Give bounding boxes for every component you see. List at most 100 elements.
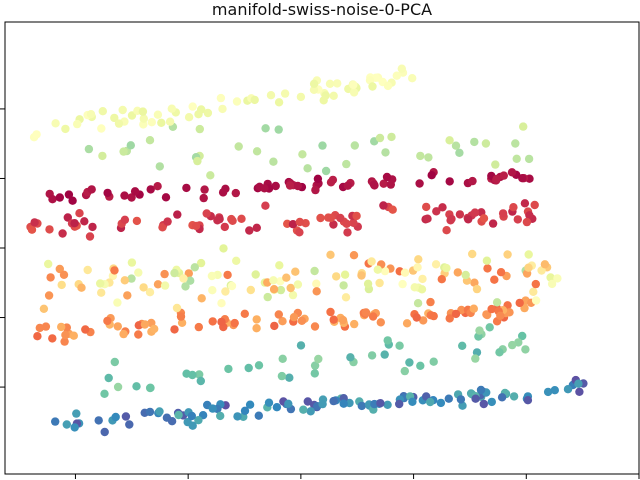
scatter-point <box>219 244 228 253</box>
scatter-point <box>413 299 423 308</box>
scatter-point <box>272 403 282 412</box>
scatter-point <box>423 214 432 223</box>
scatter-point <box>383 400 392 409</box>
scatter-point <box>507 168 517 177</box>
axis-ticks <box>0 108 640 479</box>
scatter-point <box>508 340 517 350</box>
scatter-point <box>357 401 366 411</box>
scatter-point <box>417 285 427 294</box>
scatter-point <box>509 203 518 212</box>
scatter-point <box>213 216 222 225</box>
scatter-point <box>321 166 331 176</box>
scatter-point <box>73 119 82 129</box>
scatter-point <box>375 133 385 143</box>
scatter-point <box>531 279 540 289</box>
scatter-point <box>196 258 206 268</box>
scatter-point <box>519 122 528 131</box>
scatter-point <box>194 416 203 425</box>
scatter-point <box>223 270 232 280</box>
scatter-point <box>271 181 280 191</box>
scatter-point <box>350 141 359 150</box>
scatter-point <box>98 151 107 161</box>
scatter-point <box>179 274 188 283</box>
scatter-point <box>515 298 524 308</box>
scatter-point <box>153 280 163 289</box>
scatter-point <box>442 263 451 273</box>
scatter-point <box>202 209 211 218</box>
scatter-point <box>458 401 467 410</box>
scatter-point <box>123 291 132 300</box>
scatter-point <box>357 271 366 280</box>
scatter-point <box>160 269 169 279</box>
scatter-point <box>416 151 425 161</box>
scatter-point <box>456 395 466 404</box>
scatter-point <box>475 326 484 335</box>
scatter-point <box>333 79 342 88</box>
scatter-point <box>451 309 461 319</box>
scatter-point <box>153 182 162 191</box>
scatter-point <box>245 226 254 235</box>
scatter-point <box>496 311 505 320</box>
scatter-point <box>520 199 530 208</box>
scatter-point <box>139 283 148 292</box>
scatter-point <box>103 316 112 326</box>
scatter-point <box>471 394 480 403</box>
scatter-point <box>339 281 348 290</box>
scatter-point <box>299 405 308 414</box>
scatter-point <box>529 287 538 296</box>
scatter-point <box>134 330 143 339</box>
scatter-point <box>181 282 190 291</box>
scatter-point <box>110 266 119 275</box>
scatter-point <box>405 358 414 367</box>
scatter-point <box>379 201 388 210</box>
scatter-point <box>145 407 155 417</box>
scatter-point <box>119 329 128 339</box>
scatter-point <box>216 411 225 421</box>
scatter-point <box>194 110 203 119</box>
scatter-point <box>103 188 112 198</box>
scatter-point <box>329 91 338 101</box>
scatter-point <box>518 331 527 341</box>
scatter-point <box>200 185 209 194</box>
scatter-point <box>45 225 54 234</box>
scatter-point <box>367 351 377 360</box>
scatter-point <box>379 179 388 188</box>
scatter-point <box>140 320 150 329</box>
scatter-point <box>84 144 94 154</box>
scatter-point <box>410 283 419 292</box>
scatter-point <box>230 318 239 328</box>
scatter-point <box>491 160 500 169</box>
plot-frame <box>4 21 640 475</box>
scatter-point <box>278 354 287 363</box>
scatter-point <box>303 397 312 406</box>
scatter-point <box>451 141 461 150</box>
scatter-point <box>46 273 55 282</box>
scatter-point <box>316 213 325 223</box>
scatter-point <box>395 341 404 350</box>
scatter-point <box>145 136 155 145</box>
scatter-point <box>537 266 546 275</box>
scatter-point <box>269 276 278 285</box>
scatter-point <box>329 220 338 229</box>
scatter-point <box>482 310 491 319</box>
scatter-point <box>270 321 279 331</box>
scatter-point <box>376 399 385 408</box>
scatter-point <box>288 290 298 300</box>
scatter-point <box>492 174 501 184</box>
scatter-point <box>550 386 559 395</box>
scatter-point <box>342 159 351 169</box>
scatter-point <box>424 153 433 162</box>
scatter-point <box>400 268 410 277</box>
scatter-point <box>77 283 86 292</box>
scatter-point <box>97 288 106 297</box>
scatter-point <box>326 213 336 223</box>
scatter-point <box>349 251 359 260</box>
scatter-point <box>388 205 397 214</box>
scatter-point <box>134 268 143 277</box>
scatter-point <box>113 382 123 392</box>
scatter-point <box>150 324 159 334</box>
scatter-point <box>367 257 376 266</box>
scatter-point <box>269 157 278 166</box>
scatter-point <box>464 215 473 224</box>
scatter-point <box>228 216 237 225</box>
